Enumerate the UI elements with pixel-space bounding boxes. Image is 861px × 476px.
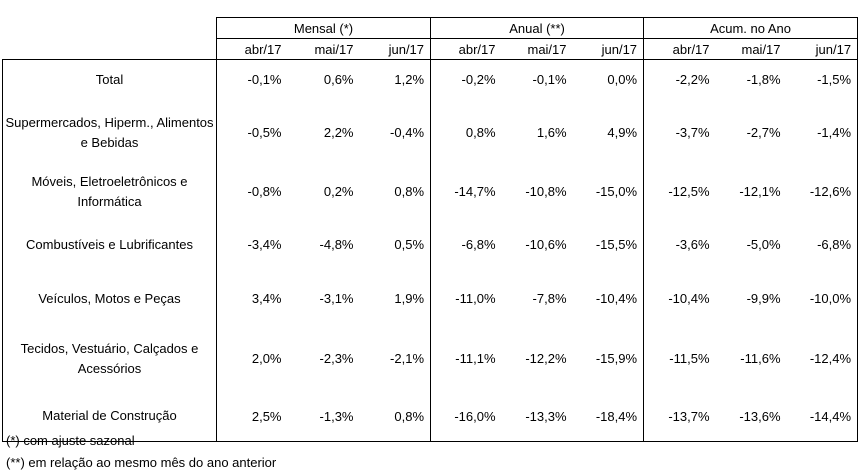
month-header: jun/17: [359, 38, 431, 60]
group-header-row: Mensal (*) Anual (**) Acum. no Ano: [3, 17, 859, 39]
value-cell: 0,0%: [572, 59, 644, 100]
value-cell: 4,9%: [607, 125, 638, 140]
month-header: abr/17: [430, 38, 502, 60]
value-cell: -2,2%: [643, 59, 716, 100]
value-cell: 1,9%: [394, 291, 425, 306]
value-cell: 1,2%: [359, 59, 431, 100]
value-cell: -13,7%: [643, 391, 716, 442]
value-cell: -5,0%: [746, 237, 781, 252]
month-header: abr/17: [216, 38, 288, 60]
month-header: jun/17: [572, 38, 644, 60]
month-header: abr/17: [643, 38, 716, 60]
value-cell: -0,1%: [216, 59, 288, 100]
value-cell: -0,1%: [501, 59, 573, 100]
value-cell: -11,1%: [430, 325, 502, 392]
value-cell: 2,0%: [216, 325, 288, 392]
footnote-seasonal: (*) com ajuste sazonal: [6, 433, 135, 448]
value-cell: -10,4%: [595, 291, 638, 306]
retail-sales-table: Mensal (*) Anual (**) Acum. no Ano abr/1…: [2, 17, 859, 442]
value-cell: -12,2%: [525, 351, 567, 366]
value-cell: -2,7%: [746, 125, 781, 140]
value-cell: -3,6%: [643, 217, 716, 272]
value-cell: -3,7%: [643, 99, 716, 166]
value-cell: -2,3%: [319, 351, 354, 366]
group-header-acumulado: Acum. no Ano: [643, 17, 859, 39]
value-cell: -13,3%: [501, 391, 573, 442]
value-cell: 2,5%: [216, 391, 288, 442]
value-cell: -11,0%: [430, 271, 502, 326]
row-label: Móveis, Eletroeletrônicos e Informática: [2, 165, 217, 218]
value-cell: 1,6%: [536, 125, 567, 140]
value-cell: -13,6%: [715, 391, 787, 442]
value-cell: -1,5%: [786, 59, 859, 100]
table-row: Combustíveis e Lubrificantes -3,4% -4,8% 0,…: [2, 217, 859, 272]
value-cell: -10,6%: [525, 237, 567, 252]
value-cell: -12,1%: [739, 184, 781, 199]
value-cell: -0,4%: [390, 125, 425, 140]
value-cell: 0,5%: [394, 237, 425, 252]
value-cell: -10,4%: [643, 271, 716, 326]
value-cell: -1,3%: [287, 391, 360, 442]
group-header-anual: Anual (**): [430, 17, 644, 39]
value-cell: 0,8%: [359, 391, 431, 442]
value-cell: -6,8%: [786, 217, 859, 272]
value-cell: -14,7%: [430, 165, 502, 218]
row-label: Total: [2, 59, 217, 100]
value-cell: 0,8%: [394, 184, 425, 199]
value-cell: -0,2%: [430, 59, 502, 100]
value-cell: 2,2%: [323, 125, 354, 140]
table-row: Móveis, Eletroeletrônicos e Informática -…: [2, 165, 859, 218]
value-cell: 0,8%: [430, 99, 502, 166]
value-cell: -12,4%: [786, 325, 859, 392]
row-label: Supermercados, Hiperm., Alimentos e Bebi…: [2, 99, 217, 166]
footnote-annual: (**) em relação ao mesmo mês do ano ante…: [6, 455, 277, 470]
row-label: Combustíveis e Lubrificantes: [2, 217, 217, 272]
footnotes: (*) com ajuste sazonal (**) em relação a…: [6, 430, 276, 474]
value-cell: -9,9%: [746, 291, 781, 306]
header-corner: [3, 18, 217, 39]
header-corner-sub: [3, 39, 217, 60]
value-cell: -16,0%: [430, 391, 502, 442]
value-cell: -0,5%: [216, 99, 288, 166]
table-row: Supermercados, Hiperm., Alimentos e Bebi…: [2, 99, 859, 166]
value-cell: -6,8%: [430, 217, 502, 272]
value-cell: -10,0%: [786, 271, 859, 326]
value-cell: -3,4%: [216, 217, 288, 272]
value-cell: -12,6%: [786, 165, 859, 218]
table-row: Tecidos, Vestuário, Calçados e Acessório…: [2, 325, 859, 392]
row-label: Tecidos, Vestuário, Calçados e Acessório…: [2, 325, 217, 392]
value-cell: -14,4%: [786, 391, 859, 442]
value-cell: 3,4%: [216, 271, 288, 326]
month-header: mai/17: [501, 38, 573, 60]
value-cell: -11,5%: [643, 325, 716, 392]
table-row: Material de Construção 2,5% -1,3% 0,8% -16,0…: [2, 391, 859, 442]
group-header-mensal: Mensal (*): [215, 17, 431, 39]
value-cell: -11,6%: [740, 351, 781, 366]
month-header: mai/17: [715, 38, 787, 60]
value-cell: -1,8%: [715, 59, 787, 100]
value-cell: -2,1%: [390, 351, 425, 366]
value-cell: -4,8%: [319, 237, 354, 252]
value-cell: -12,5%: [643, 165, 716, 218]
month-header: jun/17: [786, 38, 859, 60]
row-label: Material de Construção: [2, 391, 217, 442]
value-cell: -3,1%: [319, 291, 354, 306]
month-header-row: abr/17 mai/17 jun/17 abr/17 mai/17 jun/1…: [3, 38, 859, 60]
value-cell: -18,4%: [572, 391, 644, 442]
value-cell: -10,8%: [525, 184, 567, 199]
row-label: Veículos, Motos e Peças: [2, 271, 217, 326]
value-cell: 0,6%: [287, 59, 360, 100]
value-cell: 0,2%: [323, 184, 354, 199]
value-cell: -15,0%: [595, 184, 638, 199]
month-header: mai/17: [287, 38, 360, 60]
table-row: Veículos, Motos e Peças 3,4% -3,1% 1,9% -11,…: [2, 271, 859, 326]
value-cell: -15,9%: [595, 351, 638, 366]
value-cell: -0,8%: [216, 165, 288, 218]
value-cell: -7,8%: [532, 291, 567, 306]
table-row: Total -0,1% 0,6% 1,2% -0,2% -0,1% 0,0% -2,2% -1,…: [2, 59, 859, 100]
value-cell: -15,5%: [595, 237, 638, 252]
value-cell: -1,4%: [786, 99, 859, 166]
